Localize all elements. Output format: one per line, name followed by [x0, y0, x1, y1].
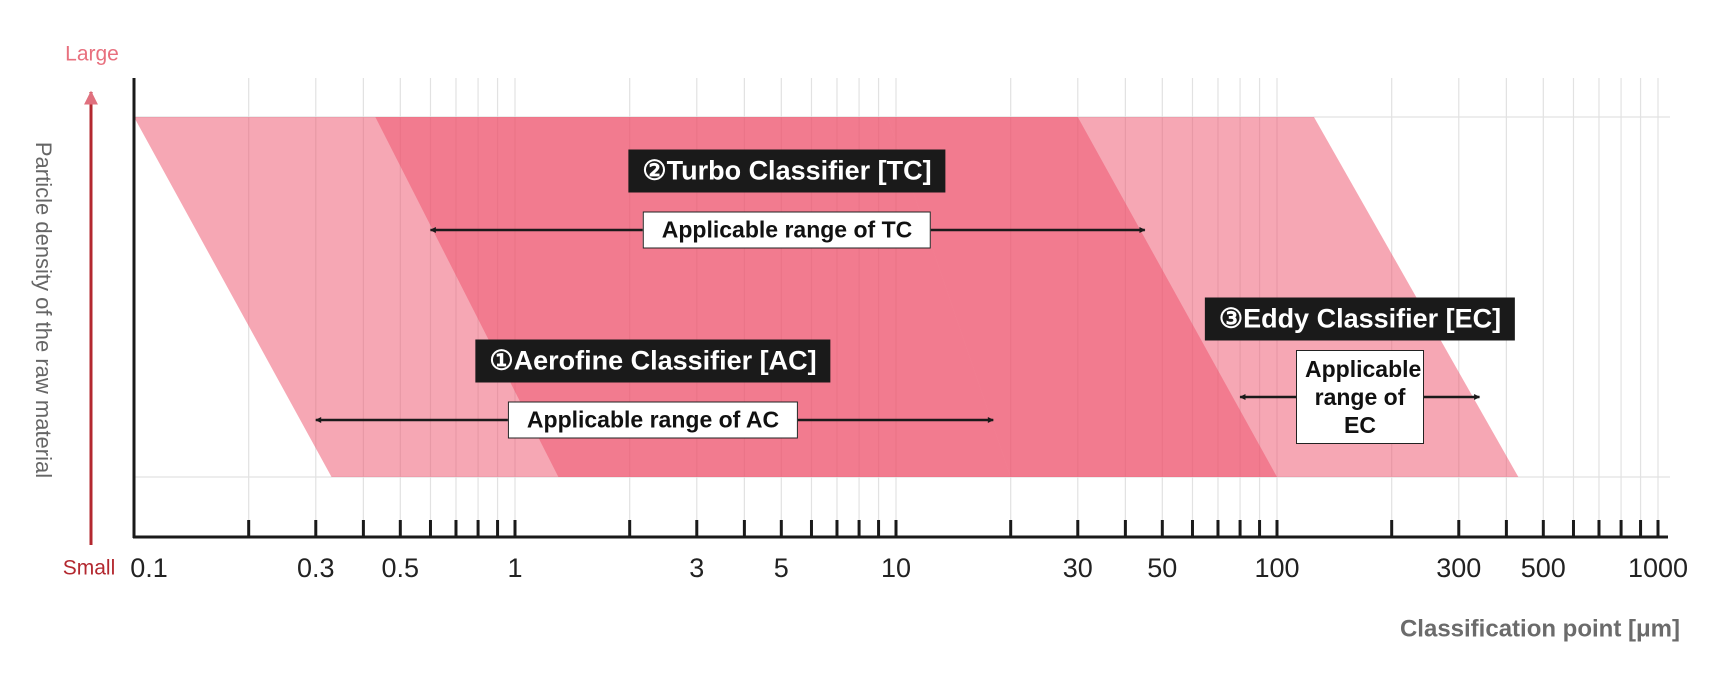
x-tick-label: 0.5: [382, 553, 420, 583]
x-tick-label: 30: [1063, 553, 1093, 583]
x-tick-label: 10: [881, 553, 911, 583]
x-tick-label: 0.3: [297, 553, 335, 583]
x-tick-label: 1: [507, 553, 522, 583]
y-axis-label: Particle density of the raw material: [31, 142, 56, 478]
x-tick-label: 100: [1254, 553, 1299, 583]
x-tick-label: 1000: [1628, 553, 1688, 583]
y-top-label: Large: [65, 43, 119, 66]
x-axis-label: Classification point [μm]: [1400, 615, 1680, 642]
range-label: Applicable range of TC: [642, 211, 932, 249]
range-label: Applicable range of EC: [1296, 350, 1424, 444]
x-tick-label: 50: [1147, 553, 1177, 583]
range-label: Applicable range of AC: [507, 401, 799, 439]
x-tick-label: 500: [1521, 553, 1566, 583]
x-tick-label: 5: [774, 553, 789, 583]
x-tick-label: 3: [689, 553, 704, 583]
classifier-title: ①Aerofine Classifier [AC]: [475, 339, 831, 383]
y-bottom-label: Small: [63, 557, 116, 580]
classifier-title: ②Turbo Classifier [TC]: [628, 149, 946, 193]
classifier-title: ③Eddy Classifier [EC]: [1204, 297, 1516, 341]
x-tick-label: 300: [1436, 553, 1481, 583]
x-tick-label: 0.1: [130, 553, 168, 583]
